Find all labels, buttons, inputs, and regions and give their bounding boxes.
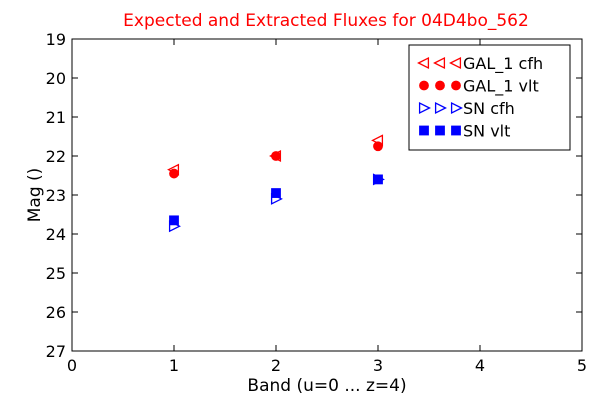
legend-marker — [419, 80, 429, 91]
y-tick-label: 19 — [46, 30, 66, 49]
data-point — [373, 174, 383, 185]
chart-title: Expected and Extracted Fluxes for 04D4bo… — [123, 11, 529, 31]
legend-marker — [435, 125, 445, 136]
y-axis-label: Mag () — [25, 168, 45, 223]
y-tick-label: 27 — [46, 342, 66, 361]
y-tick-label: 25 — [46, 264, 66, 283]
y-axis: 19 20 21 22 23 24 25 26 27 — [46, 30, 582, 361]
x-axis-label: Band (u=0 ... z=4) — [247, 376, 406, 396]
x-tick-label: 0 — [67, 356, 77, 375]
x-tick-label: 1 — [169, 356, 179, 375]
y-tick-label: 21 — [46, 108, 66, 127]
y-tick-label: 24 — [46, 225, 66, 244]
y-tick-label: 23 — [46, 186, 66, 205]
data-point — [169, 215, 179, 226]
legend-marker — [450, 101, 463, 115]
data-point — [271, 151, 281, 161]
legend-marker — [451, 125, 461, 136]
data-point — [373, 141, 383, 152]
legend-marker — [435, 80, 445, 91]
y-tick-label: 20 — [46, 69, 66, 88]
x-tick-label: 2 — [271, 356, 281, 375]
x-tick-label: 3 — [373, 356, 383, 375]
legend-marker — [417, 56, 430, 70]
legend-marker — [419, 125, 429, 136]
data-points — [167, 134, 385, 233]
legend-label: GAL_1 vlt — [463, 77, 539, 97]
legend-marker — [449, 56, 462, 70]
legend-marker — [433, 56, 446, 70]
x-axis: 0 1 2 3 4 5 — [67, 39, 587, 375]
legend: GAL_1 cfh GAL_1 vlt SN cfh SN vlt — [408, 44, 571, 151]
x-tick-label: 4 — [475, 356, 485, 375]
data-point — [271, 188, 281, 198]
y-tick-label: 26 — [46, 303, 66, 322]
legend-marker — [418, 101, 431, 115]
data-point — [169, 168, 179, 179]
legend-label: SN vlt — [463, 122, 510, 141]
y-tick-label: 22 — [46, 147, 66, 166]
legend-label: GAL_1 cfh — [463, 54, 543, 74]
legend-label: SN cfh — [463, 99, 515, 118]
legend-marker — [451, 80, 461, 91]
x-tick-label: 5 — [577, 356, 587, 375]
legend-marker — [434, 101, 447, 115]
